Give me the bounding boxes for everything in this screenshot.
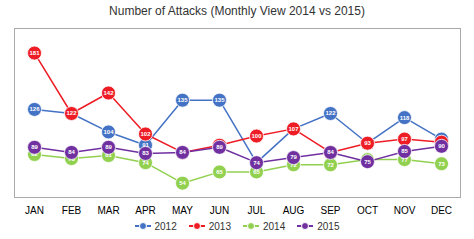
svg-text:89: 89 (31, 144, 38, 150)
html-text:Number of Attacks (Monthly Vie: Number of Attacks (Monthly View 2014 vs … (109, 4, 365, 18)
svg-text:OCT: OCT (357, 205, 378, 216)
svg-text:97: 97 (401, 136, 408, 142)
html-text:2015: 2015 (317, 220, 340, 232)
svg-text:77: 77 (401, 156, 408, 163)
svg-text:72: 72 (327, 162, 334, 168)
html-text:2012: 2012 (154, 220, 177, 232)
svg-text:74: 74 (253, 160, 260, 166)
svg-text:181: 181 (29, 50, 40, 56)
svg-text:84: 84 (179, 149, 186, 155)
svg-text:JAN: JAN (25, 205, 44, 216)
svg-text:89: 89 (216, 144, 223, 150)
svg-text:107: 107 (288, 126, 299, 132)
svg-text:91: 91 (142, 142, 149, 149)
svg-text:54: 54 (179, 180, 186, 186)
svg-text:84: 84 (179, 149, 186, 155)
svg-text:93: 93 (364, 140, 371, 146)
svg-text:75: 75 (364, 159, 371, 165)
svg-text:84: 84 (327, 149, 334, 155)
html-text:2014: 2014 (263, 220, 286, 232)
svg-text:JUN: JUN (210, 205, 229, 216)
svg-text:APR: APR (135, 205, 156, 216)
svg-text:90: 90 (438, 143, 445, 149)
svg-text:84: 84 (68, 149, 75, 155)
svg-text:135: 135 (214, 97, 225, 103)
svg-text:126: 126 (29, 106, 40, 112)
svg-text:74: 74 (142, 159, 149, 166)
svg-text:83: 83 (142, 150, 149, 156)
svg-text:65: 65 (253, 168, 260, 175)
svg-text:122: 122 (325, 110, 336, 116)
svg-text:104: 104 (103, 129, 114, 135)
html-text:2013: 2013 (208, 220, 231, 232)
svg-text:107: 107 (288, 126, 299, 132)
svg-text:122: 122 (66, 110, 77, 116)
svg-text:DEC: DEC (431, 205, 452, 216)
svg-text:NOV: NOV (394, 205, 416, 216)
svg-text:79: 79 (290, 154, 297, 160)
svg-text:73: 73 (438, 161, 445, 167)
svg-text:MAY: MAY (172, 205, 193, 216)
svg-text:65: 65 (216, 169, 223, 175)
svg-text:93: 93 (364, 140, 371, 146)
svg-text:AUG: AUG (283, 205, 305, 216)
svg-text:122: 122 (66, 110, 77, 116)
svg-text:SEP: SEP (320, 205, 340, 216)
svg-text:102: 102 (140, 131, 151, 137)
svg-text:74: 74 (253, 160, 260, 166)
svg-text:89: 89 (105, 144, 112, 150)
svg-text:JUL: JUL (248, 205, 266, 216)
svg-text:118: 118 (400, 115, 410, 121)
svg-text:84: 84 (327, 149, 334, 155)
svg-text:85: 85 (401, 148, 408, 154)
svg-text:142: 142 (103, 90, 114, 96)
svg-text:81: 81 (105, 152, 112, 159)
svg-text:MAR: MAR (97, 205, 119, 216)
svg-text:100: 100 (251, 133, 262, 139)
svg-text:FEB: FEB (62, 205, 82, 216)
svg-text:135: 135 (177, 97, 188, 103)
